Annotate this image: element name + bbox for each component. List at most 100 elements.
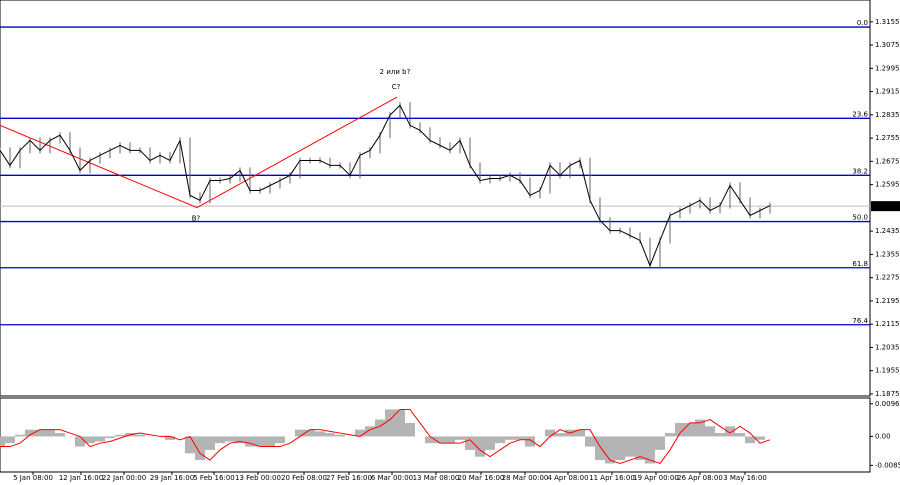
x-tick-label: 27 Feb 16:00 [326,474,372,482]
macd-bar [755,436,765,440]
macd-bar [365,426,375,437]
macd-bar [725,426,735,437]
macd-bar [435,436,445,444]
x-tick-label: 5 Feb 16:00 [193,474,234,482]
y-tick-label: 1.2835 [875,111,900,119]
macd-bar [445,436,455,444]
x-tick-label: 13 Feb 00:00 [235,474,281,482]
y-tick-label: 1.2035 [875,343,900,351]
x-tick-label: 20 Mar 16:00 [458,474,505,482]
fib-label: 0.0 [857,19,868,27]
y-tick-label: 1.2115 [875,320,900,328]
macd-bar [185,436,195,454]
macd-bar [325,433,335,437]
fib-label: 50.0 [852,214,868,222]
macd-bar [715,433,725,437]
macd-frame [0,397,871,473]
y-tick-label: 1.2435 [875,227,900,235]
fib-label: 61.8 [852,260,868,268]
macd-bar [5,436,15,444]
y-tick-label: 0.00968 [875,400,900,408]
macd-bar [25,429,35,437]
y-tick-label: 1.2675 [875,157,900,165]
current-price-box [871,201,900,212]
macd-bar [615,436,625,461]
macd-bar [295,429,305,437]
macd-bar [135,434,145,437]
y-tick-label: 1.2915 [875,88,900,96]
macd-bar [485,436,495,450]
macd-bar [165,436,175,440]
macd-bar [235,436,245,444]
macd-bar [455,436,465,440]
y-tick-label: 1.2595 [875,181,900,189]
x-tick-label: 20 Feb 08:00 [281,474,327,482]
macd-bar [205,436,215,450]
macd-bar [515,436,525,440]
fib-label: 23.6 [852,110,868,118]
macd-bar [395,409,405,437]
macd-bar [0,436,5,447]
x-tick-label: 29 Jan 16:00 [150,474,194,482]
x-tick-label: 22 Jan 00:00 [102,474,146,482]
macd-bar [655,436,665,450]
y-tick-label: 1.3075 [875,41,900,49]
main-frame [0,0,871,397]
macd-bar [385,409,395,437]
macd-bar [595,436,605,461]
macd-bar [605,436,615,464]
macd-bar [745,436,755,444]
y-tick-label: 1.2195 [875,297,900,305]
current-price-label: 1.2521 [874,202,899,210]
macd-bar [115,434,125,437]
y-tick-label: -0.00857 [875,461,900,469]
macd-bar [625,436,635,457]
y-tick-label: 1.1875 [875,390,900,398]
x-tick-label: 11 Apr 16:00 [589,474,635,482]
x-tick-label: 3 May 16:00 [723,474,767,482]
macd-bar [225,436,235,442]
macd-bar [355,429,365,437]
x-tick-label: 28 Mar 00:00 [502,474,549,482]
macd-bar [305,429,315,437]
macd-bar [635,436,645,461]
macd-bar [105,436,115,439]
x-tick-label: 6 Mar 00:00 [371,474,413,482]
fib-label: 76.4 [852,317,868,325]
macd-bar [555,433,565,437]
macd-bar [695,419,705,437]
macd-bar [465,436,475,450]
x-tick-label: 26 Apr 08:00 [677,474,723,482]
macd-bar [55,433,65,437]
wave-label: B? [192,215,201,223]
y-tick-label: 1.1955 [875,367,900,375]
macd-bar [375,419,385,437]
macd-bar [335,434,345,437]
y-tick-label: 1.2355 [875,250,900,258]
macd-bar [585,436,595,447]
x-tick-label: 12 Jan 16:00 [59,474,103,482]
macd-bar [575,429,585,437]
macd-bar [675,422,685,437]
macd-bar [265,436,275,447]
y-tick-label: 0.00 [875,432,891,440]
macd-bar [475,436,485,457]
price-line [0,104,771,268]
macd-bar [735,433,745,437]
macd-bar [665,433,675,437]
macd-bar [15,434,25,437]
macd-bar [195,436,205,461]
macd-bar [95,436,105,442]
wave-line [0,96,398,209]
y-tick-label: 1.2755 [875,134,900,142]
macd-bar [425,436,435,444]
macd-bar [45,429,55,437]
macd-bar [705,426,715,437]
wave-label: 2 или b? [380,68,411,76]
x-tick-label: 13 Mar 08:00 [413,474,460,482]
macd-bar [85,436,95,444]
x-tick-label: 4 Apr 08:00 [547,474,588,482]
macd-bar [275,436,285,444]
